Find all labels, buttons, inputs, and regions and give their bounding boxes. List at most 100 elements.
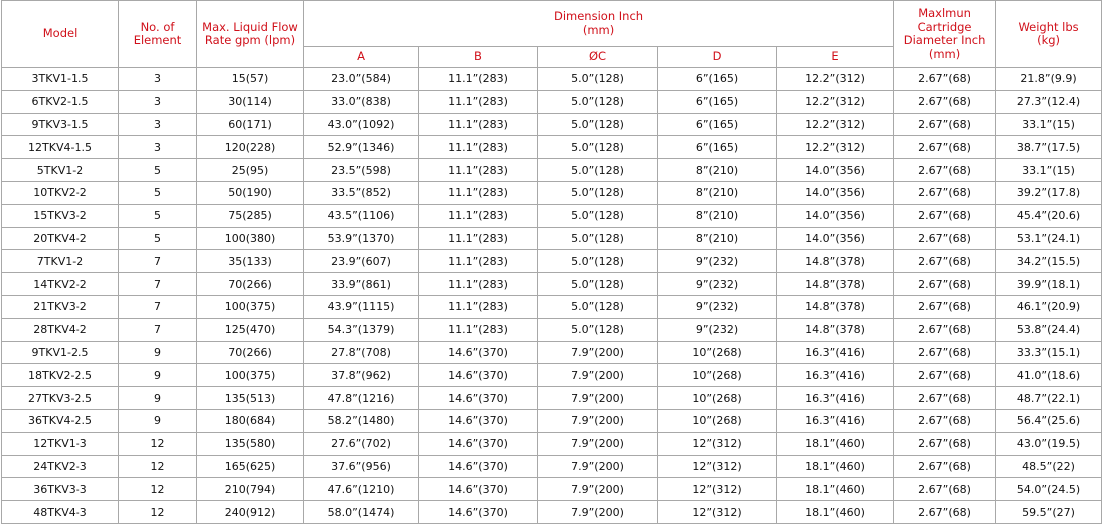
cell-cartridge-diameter: 2.67”(68) xyxy=(893,408,997,433)
cell-weight: 53.8”(24.4) xyxy=(995,317,1102,342)
cell-dim-e: 12.2”(312) xyxy=(775,135,895,160)
cell-dim-c: 7.9”(200) xyxy=(537,500,658,524)
cell-weight: 43.0”(19.5) xyxy=(995,431,1102,456)
cell-dim-a: 37.8”(962) xyxy=(303,363,419,388)
cell-dim-e: 18.1”(460) xyxy=(775,477,895,502)
cell-weight: 33.1”(15) xyxy=(995,158,1102,182)
cell-model: 20TKV4-2 xyxy=(1,226,119,251)
cell-dim-b: 11.1”(283) xyxy=(418,317,538,342)
cell-dim-a: 58.2”(1480) xyxy=(303,408,419,433)
cell-cartridge-diameter: 2.67”(68) xyxy=(893,226,997,251)
cell-cartridge-diameter: 2.67”(68) xyxy=(893,454,997,479)
table-row: 18TKV2-2.5 9 100(375) 37.8”(962) 14.6”(370) 7… xyxy=(1,363,1102,388)
cell-dim-e: 12.2”(312) xyxy=(775,89,895,114)
cell-elements: 7 xyxy=(118,249,197,274)
cell-model: 7TKV1-2 xyxy=(1,249,119,274)
cell-model: 27TKV3-2.5 xyxy=(1,386,119,410)
cell-dim-a: 43.5”(1106) xyxy=(303,203,419,228)
cell-dim-c: 5.0”(128) xyxy=(537,180,658,205)
cell-dim-d: 10”(268) xyxy=(657,408,777,433)
cell-dim-a: 27.6”(702) xyxy=(303,431,419,456)
cell-elements: 5 xyxy=(118,226,197,251)
cell-cartridge-diameter: 2.67”(68) xyxy=(893,249,997,274)
cell-weight: 41.0”(18.6) xyxy=(995,363,1102,388)
cell-dim-c: 5.0”(128) xyxy=(537,112,658,137)
cell-dim-d: 10”(268) xyxy=(657,340,777,365)
cell-weight: 34.2”(15.5) xyxy=(995,249,1102,274)
cell-dim-c: 5.0”(128) xyxy=(537,67,658,91)
cell-dim-c: 5.0”(128) xyxy=(537,203,658,228)
cell-dim-c: 7.9”(200) xyxy=(537,408,658,433)
cell-weight: 59.5”(27) xyxy=(995,500,1102,524)
cell-flow-rate: 70(266) xyxy=(196,272,304,296)
cell-weight: 38.7”(17.5) xyxy=(995,135,1102,160)
cell-elements: 7 xyxy=(118,272,197,296)
cell-dim-d: 6”(165) xyxy=(657,89,777,114)
cell-model: 21TKV3-2 xyxy=(1,294,119,319)
cell-model: 9TKV3-1.5 xyxy=(1,112,119,137)
cell-flow-rate: 100(375) xyxy=(196,294,304,319)
cell-dim-b: 11.1”(283) xyxy=(418,89,538,114)
cell-cartridge-diameter: 2.67”(68) xyxy=(893,317,997,342)
cell-cartridge-diameter: 2.67”(68) xyxy=(893,340,997,365)
cell-dim-e: 14.0”(356) xyxy=(775,158,895,182)
cell-dim-a: 43.9”(1115) xyxy=(303,294,419,319)
table-row: 48TKV4-3 12 240(912) 58.0”(1474) 14.6”(370) 7… xyxy=(1,500,1102,524)
cell-dim-c: 7.9”(200) xyxy=(537,340,658,365)
cell-elements: 5 xyxy=(118,158,197,182)
cell-model: 28TKV4-2 xyxy=(1,317,119,342)
cell-dim-c: 7.9”(200) xyxy=(537,454,658,479)
cell-flow-rate: 210(794) xyxy=(196,477,304,502)
cell-model: 12TKV4-1.5 xyxy=(1,135,119,160)
cell-dim-a: 53.9”(1370) xyxy=(303,226,419,251)
cell-weight: 48.5”(22) xyxy=(995,454,1102,479)
cell-flow-rate: 180(684) xyxy=(196,408,304,433)
cell-flow-rate: 100(380) xyxy=(196,226,304,251)
cell-dim-c: 5.0”(128) xyxy=(537,294,658,319)
cell-flow-rate: 165(625) xyxy=(196,454,304,479)
cell-dim-b: 11.1”(283) xyxy=(418,249,538,274)
header-model: Model xyxy=(1,0,119,68)
table-row: 14TKV2-2 7 70(266) 33.9”(861) 11.1”(283) 5.0”… xyxy=(1,272,1102,296)
cell-model: 12TKV1-3 xyxy=(1,431,119,456)
cell-elements: 5 xyxy=(118,180,197,205)
cell-weight: 53.1”(24.1) xyxy=(995,226,1102,251)
cell-dim-d: 8”(210) xyxy=(657,203,777,228)
cell-flow-rate: 70(266) xyxy=(196,340,304,365)
table-row: 21TKV3-2 7 100(375) 43.9”(1115) 11.1”(283) 5.… xyxy=(1,294,1102,319)
cell-flow-rate: 125(470) xyxy=(196,317,304,342)
cell-dim-c: 5.0”(128) xyxy=(537,249,658,274)
cell-dim-b: 11.1”(283) xyxy=(418,226,538,251)
cell-cartridge-diameter: 2.67”(68) xyxy=(893,363,997,388)
cell-dim-d: 12”(312) xyxy=(657,454,777,479)
table-row: 28TKV4-2 7 125(470) 54.3”(1379) 11.1”(283) 5.… xyxy=(1,317,1102,342)
table-row: 36TKV3-3 12 210(794) 47.6”(1210) 14.6”(370) 7… xyxy=(1,477,1102,502)
cell-weight: 33.1”(15) xyxy=(995,112,1102,137)
header-dim-a: A xyxy=(303,46,419,68)
cell-model: 36TKV4-2.5 xyxy=(1,408,119,433)
cell-dim-b: 11.1”(283) xyxy=(418,135,538,160)
cell-model: 18TKV2-2.5 xyxy=(1,363,119,388)
cell-dim-d: 9”(232) xyxy=(657,249,777,274)
cell-dim-c: 5.0”(128) xyxy=(537,89,658,114)
cell-model: 5TKV1-2 xyxy=(1,158,119,182)
cell-flow-rate: 120(228) xyxy=(196,135,304,160)
cell-dim-d: 12”(312) xyxy=(657,500,777,524)
cell-model: 6TKV2-1.5 xyxy=(1,89,119,114)
cell-dim-d: 6”(165) xyxy=(657,135,777,160)
cell-dim-d: 6”(165) xyxy=(657,67,777,91)
cell-dim-e: 16.3”(416) xyxy=(775,340,895,365)
cell-flow-rate: 75(285) xyxy=(196,203,304,228)
cell-cartridge-diameter: 2.67”(68) xyxy=(893,500,997,524)
cell-flow-rate: 100(375) xyxy=(196,363,304,388)
cell-weight: 21.8”(9.9) xyxy=(995,67,1102,91)
cell-dim-a: 33.9”(861) xyxy=(303,272,419,296)
cell-dim-d: 9”(232) xyxy=(657,317,777,342)
cell-dim-e: 12.2”(312) xyxy=(775,67,895,91)
cell-cartridge-diameter: 2.67”(68) xyxy=(893,203,997,228)
cell-flow-rate: 30(114) xyxy=(196,89,304,114)
cell-flow-rate: 15(57) xyxy=(196,67,304,91)
header-weight-label: Weight lbs (kg) xyxy=(1018,19,1079,47)
cell-flow-rate: 25(95) xyxy=(196,158,304,182)
cell-dim-c: 5.0”(128) xyxy=(537,272,658,296)
